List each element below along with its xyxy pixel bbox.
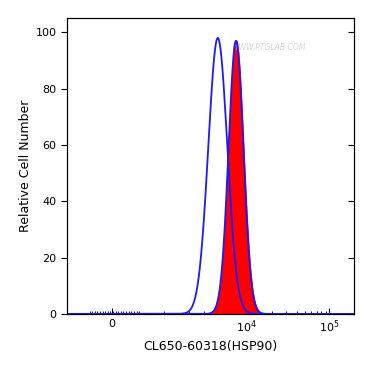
X-axis label: CL650-60318(HSP90): CL650-60318(HSP90) (144, 339, 278, 353)
Text: WWW.PTGLAB.COM: WWW.PTGLAB.COM (231, 43, 305, 52)
Y-axis label: Relative Cell Number: Relative Cell Number (19, 100, 32, 232)
